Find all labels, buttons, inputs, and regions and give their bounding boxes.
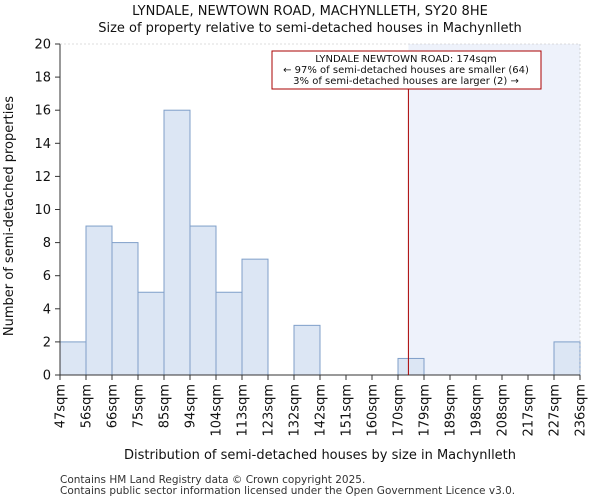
histogram-bar: [397, 357, 425, 376]
histogram-bar: [215, 291, 243, 376]
x-tick-label: 75sqm: [132, 384, 147, 428]
larger-region-shade: [408, 44, 580, 375]
y-axis-label: Number of semi-detached properties: [2, 96, 17, 336]
histogram-bar: [85, 225, 113, 376]
y-tick-label: 6: [43, 269, 51, 284]
chart-title: LYNDALE, NEWTOWN ROAD, MACHYNLLETH, SY20…: [132, 4, 488, 19]
histogram-bar: [189, 225, 217, 376]
x-tick-label: 132sqm: [288, 384, 303, 437]
x-tick-label: 94sqm: [184, 384, 199, 428]
x-tick-label: 66sqm: [106, 384, 121, 428]
x-tick-label: 198sqm: [470, 384, 485, 437]
x-tick-label: 170sqm: [392, 384, 407, 437]
y-tick-label: 4: [43, 302, 51, 317]
y-tick-label: 20: [34, 38, 51, 53]
x-tick-label: 208sqm: [496, 384, 511, 437]
y-tick-label: 8: [43, 236, 51, 251]
histogram-bar: [553, 341, 581, 376]
x-axis-label: Distribution of semi-detached houses by …: [124, 448, 516, 463]
x-tick-label: 227sqm: [548, 384, 563, 437]
x-tick-label: 189sqm: [444, 384, 459, 437]
x-tick-label: 179sqm: [418, 384, 433, 437]
x-tick-label: 47sqm: [54, 384, 69, 428]
annotation-box: LYNDALE NEWTOWN ROAD: 174sqm ← 97% of se…: [271, 50, 542, 90]
y-tick-label: 0: [43, 369, 51, 384]
histogram-bar: [293, 324, 321, 376]
x-tick-label: 123sqm: [262, 384, 277, 437]
y-tick-label: 14: [34, 137, 51, 152]
annotation-line-3: 3% of semi-detached houses are larger (2…: [293, 76, 519, 87]
y-tick-label: 10: [34, 203, 51, 218]
chart-subtitle: Size of property relative to semi-detach…: [98, 21, 522, 36]
x-tick-label: 142sqm: [314, 384, 329, 437]
histogram-bar: [163, 109, 191, 376]
y-tick-label: 12: [34, 170, 51, 185]
y-tick-label: 2: [43, 335, 51, 350]
annotation-line-1: LYNDALE NEWTOWN ROAD: 174sqm: [315, 54, 497, 65]
histogram-bar: [59, 341, 87, 376]
x-tick-label: 151sqm: [340, 384, 355, 437]
x-tick-label: 104sqm: [210, 384, 225, 437]
annotation-line-2: ← 97% of semi-detached houses are smalle…: [283, 65, 529, 76]
x-tick-label: 236sqm: [574, 384, 589, 437]
histogram-bar: [241, 258, 269, 376]
x-tick-label: 56sqm: [80, 384, 95, 428]
y-tick-label: 18: [34, 71, 51, 86]
y-tick-label: 16: [34, 104, 51, 119]
footer-line-2: Contains public sector information licen…: [60, 485, 515, 497]
x-tick-label: 160sqm: [366, 384, 381, 437]
x-tick-label: 217sqm: [522, 384, 537, 437]
histogram-bar: [111, 242, 139, 376]
footer-line-1: Contains HM Land Registry data © Crown c…: [60, 474, 365, 486]
x-tick-label: 85sqm: [158, 384, 173, 428]
histogram-bar: [137, 291, 165, 376]
x-tick-label: 113sqm: [236, 384, 251, 437]
